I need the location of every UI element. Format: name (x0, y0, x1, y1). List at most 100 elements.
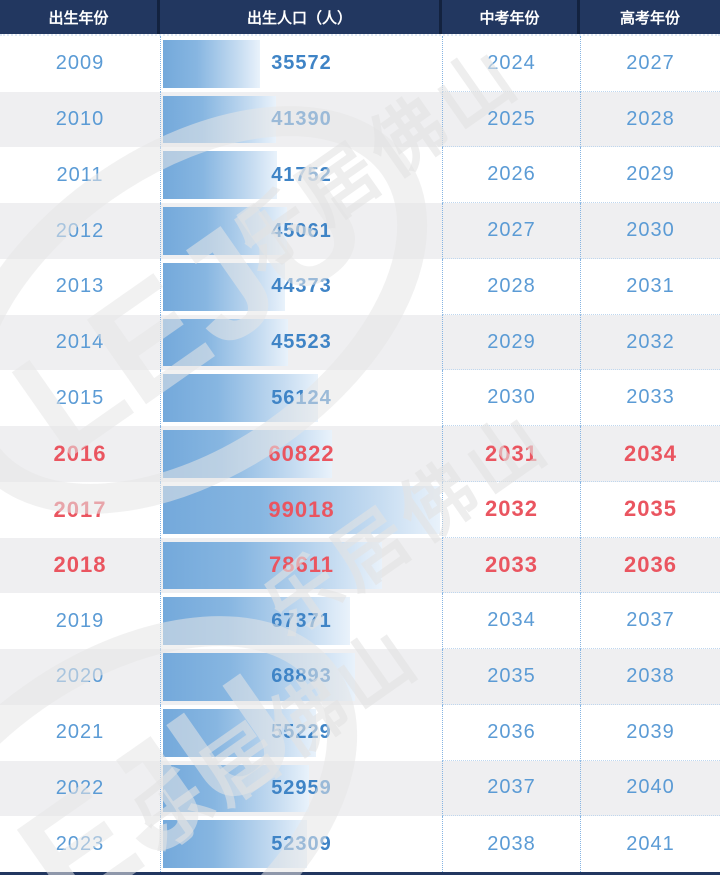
zhongkao-year-cell: 2032 (442, 481, 580, 538)
zhongkao-year-cell: 2038 (442, 816, 580, 873)
column-header-birth-year: 出生年份 (0, 0, 160, 34)
gaokao-year-cell: 2038 (580, 649, 720, 705)
population-cell: 55229 (160, 704, 442, 761)
table-row: 2009 35572 2024 2027 (0, 36, 720, 92)
population-value: 45061 (271, 219, 332, 242)
zhongkao-year-cell: 2024 (442, 36, 580, 92)
birth-year-cell: 2011 (56, 163, 104, 186)
table-row: 2012 45061 2027 2030 (0, 203, 720, 259)
table-row: 2013 44373 2028 2031 (0, 258, 720, 315)
zhongkao-year-cell: 2025 (442, 91, 580, 148)
gaokao-year-cell: 2041 (580, 816, 720, 873)
population-value: 56124 (271, 386, 332, 409)
table-row: 2022 52959 2037 2040 (0, 760, 720, 817)
population-cell: 45061 (160, 203, 442, 259)
birth-year-cell: 2021 (55, 721, 105, 744)
gaokao-year-cell: 2032 (580, 314, 720, 371)
table-row: 2021 55229 2036 2039 (0, 704, 720, 761)
population-cell: 52959 (160, 760, 442, 817)
birth-year-cell: 2022 (55, 776, 105, 799)
population-value: 55229 (271, 721, 332, 744)
gaokao-year-cell: 2036 (580, 537, 720, 594)
population-bar (163, 151, 278, 200)
population-value: 41390 (271, 108, 332, 131)
zhongkao-year-cell: 2029 (442, 314, 580, 371)
population-cell: 52309 (160, 816, 442, 873)
zhongkao-year-cell: 2031 (442, 426, 580, 482)
population-bar (163, 40, 260, 88)
table-header-row: 出生年份 出生人口（人） 中考年份 高考年份 (0, 0, 720, 34)
table-row: 2010 41390 2025 2028 (0, 91, 720, 148)
gaokao-year-cell: 2027 (580, 36, 720, 92)
birth-year-cell: 2010 (55, 108, 105, 131)
population-cell: 99018 (160, 481, 442, 538)
population-cell: 78611 (160, 537, 442, 594)
gaokao-year-cell: 2030 (580, 203, 720, 259)
gaokao-year-cell: 2028 (580, 91, 720, 148)
table-row: 2019 67371 2034 2037 (0, 593, 720, 650)
zhongkao-year-cell: 2033 (442, 537, 580, 594)
birth-year-cell: 2016 (53, 441, 107, 466)
column-header-zhongkao-year: 中考年份 (442, 0, 580, 34)
birth-year-cell: 2009 (55, 52, 105, 75)
column-header-gaokao-year: 高考年份 (619, 9, 680, 27)
population-cell: 45523 (160, 314, 442, 371)
birth-year-cell: 2012 (55, 219, 105, 242)
zhongkao-year-cell: 2037 (442, 760, 580, 817)
column-header-birth-population: 出生人口（人） (160, 0, 442, 34)
population-bar (163, 95, 277, 144)
zhongkao-year-cell: 2030 (442, 370, 580, 427)
gaokao-year-cell: 2034 (580, 426, 720, 482)
table-row: 2011 41752 2026 2029 (0, 147, 720, 204)
birth-year-cell: 2015 (55, 386, 105, 409)
population-cell: 41390 (160, 91, 442, 148)
population-cell: 67371 (160, 593, 442, 650)
population-value: 35572 (271, 52, 332, 75)
table-row: 2023 52309 2038 2041 (0, 816, 720, 873)
gaokao-year-cell: 2035 (580, 481, 720, 538)
population-value: 67371 (271, 609, 332, 632)
table-body: 2009 35572 2024 2027 2010 41390 2025 202… (0, 34, 720, 873)
population-bar (163, 541, 383, 590)
zhongkao-year-cell: 2027 (442, 203, 580, 259)
population-value: 68893 (271, 665, 332, 688)
zhongkao-year-cell: 2026 (442, 147, 580, 204)
population-value: 52959 (271, 776, 332, 799)
population-value: 45523 (271, 331, 332, 354)
zhongkao-year-cell: 2034 (442, 593, 580, 650)
population-value: 44373 (271, 275, 332, 298)
gaokao-year-cell: 2029 (580, 147, 720, 204)
population-bar (163, 318, 289, 367)
gaokao-year-cell: 2039 (580, 704, 720, 761)
birth-year-cell: 2014 (55, 331, 105, 354)
gaokao-year-cell: 2033 (580, 370, 720, 427)
footer-bar (0, 872, 720, 875)
table-row: 2020 68893 2035 2038 (0, 649, 720, 705)
population-value: 52309 (271, 832, 332, 855)
population-value: 78611 (269, 552, 334, 578)
population-cell: 41752 (160, 147, 442, 204)
population-cell: 44373 (160, 258, 442, 315)
zhongkao-year-cell: 2036 (442, 704, 580, 761)
table-row: 2018 78611 2033 2036 (0, 537, 720, 594)
table-row: 2014 45523 2029 2032 (0, 314, 720, 371)
population-bar (163, 262, 285, 311)
population-value: 99018 (268, 496, 335, 522)
birth-year-cell: 2013 (55, 275, 105, 298)
birth-year-cell: 2019 (55, 609, 105, 632)
zhongkao-year-cell: 2028 (442, 258, 580, 315)
population-cell: 56124 (160, 370, 442, 427)
gaokao-year-cell: 2037 (580, 593, 720, 650)
population-value: 41752 (271, 163, 332, 186)
birth-year-cell: 2018 (53, 552, 107, 578)
birth-year-cell: 2023 (55, 832, 105, 855)
gaokao-year-cell: 2040 (580, 760, 720, 817)
gaokao-year-cell: 2031 (580, 258, 720, 315)
table-row: 2016 60822 2031 2034 (0, 426, 720, 482)
birth-year-cell: 2020 (55, 665, 105, 688)
table-row: 2015 56124 2030 2033 (0, 370, 720, 427)
population-value: 60822 (268, 441, 335, 466)
birth-year-cell: 2017 (53, 496, 107, 522)
population-bar (163, 207, 287, 255)
